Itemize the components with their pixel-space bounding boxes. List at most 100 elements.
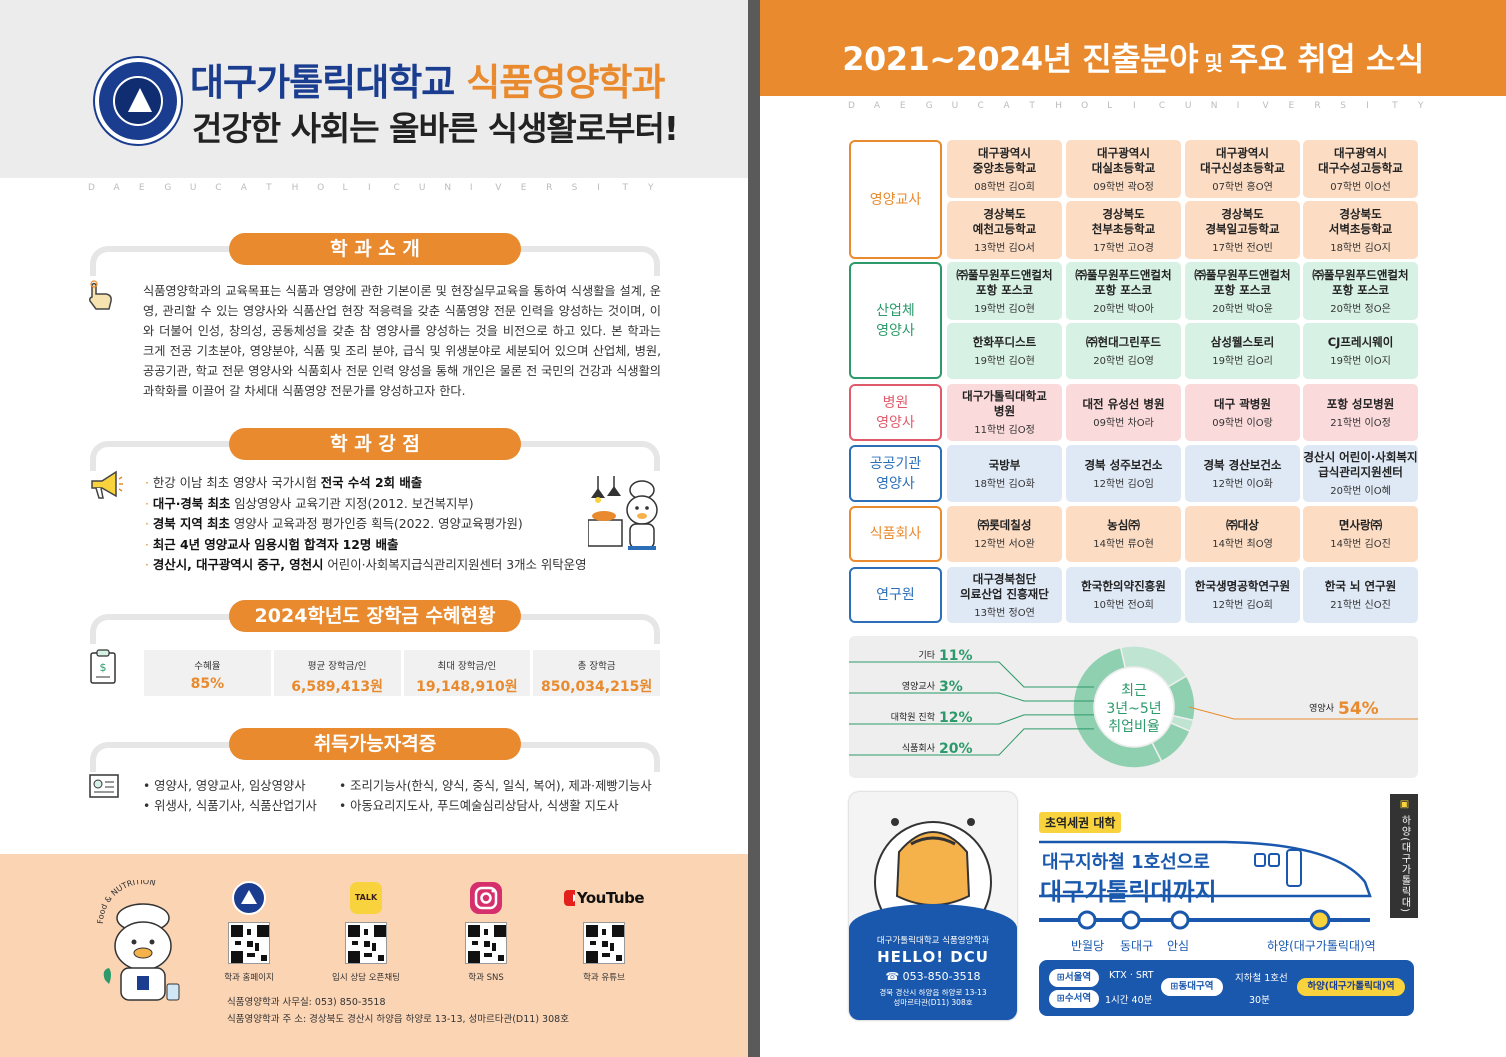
career-org: 대구경북첨단 의료산업 진흥재단 [960,571,1049,601]
station-label: 안심 [1167,939,1190,953]
career-org: 경상북도 서벽초등학교 [1328,206,1393,236]
career-org: CJ프레시웨이 [1327,335,1394,349]
career-person: 07학번 이O선 [1330,181,1391,193]
watermark-letter: O [317,183,325,193]
watermark-letter: D [88,183,95,193]
category-label: 병원 영양사 [849,384,942,441]
strength-highlight: 전국 수석 2회 배출 [320,475,423,490]
office-phone: 식품영양학과 사무실: 053) 850-3518 [227,997,386,1008]
career-org: 삼성웰스토리 [1210,335,1275,349]
career-person: 07학번 홍O연 [1212,181,1273,193]
qr-column[interactable]: TALK 입시 상담 오픈채팅 [326,880,406,983]
youtube-wordmark: YouTube [576,889,645,907]
watermark-letter: E [520,183,527,193]
career-cell: 대구 곽병원 09학번 이O랑 [1185,384,1300,441]
career-cell: 포항 성모병원 21학번 이O정 [1303,384,1418,441]
career-cell: ㈜풀무원푸드앤컬처 포항 포스코 20학번 박O윤 [1185,262,1300,320]
career-cell: 경북 경산보건소 12학번 이O화 [1185,445,1300,502]
qr-code [228,922,270,964]
slice-value: 20% [939,741,973,757]
svg-text:$: $ [100,661,107,674]
career-org: ㈜풀무원푸드앤컬처 포항 포스코 [956,267,1053,297]
watermark-letter: E [1288,101,1295,111]
university-logo [95,58,181,144]
category-label: 공공기관 영양사 [849,445,942,502]
subway-heading-main: 대구가톨릭대까지 [1040,878,1217,906]
watermark-letter: I [1366,101,1369,111]
career-org: 대구광역시 대실초등학교 [1091,145,1156,175]
watermark-letter: C [1158,101,1166,111]
donut-center-text: 3년~5년 [1106,701,1161,717]
pie-slice [1151,721,1191,763]
intro-text: 식품영양학과의 교육목표는 식품과 영양에 관한 기본이론 및 현장실무교육을 … [143,284,661,398]
watermark-letter: O [1081,101,1089,111]
career-cell: 경북 성주보건소 12학번 김O임 [1066,445,1181,502]
slice-label: 영양교사 [902,681,936,692]
career-org: 경북 경산보건소 [1203,457,1282,472]
qr-label: 입시 상담 오픈채팅 [332,973,400,983]
watermark-letter: R [1314,101,1321,111]
right-page: 2021~2024년 진출분야 및 주요 취업 소식 D A E G U C A T H O L I C… [760,0,1506,1057]
slice-value: 3% [939,679,963,695]
career-cell: CJ프레시웨이 19학번 이O지 [1303,323,1418,379]
career-org: ㈜풀무원푸드앤컬처 포항 포스코 [1075,267,1172,297]
career-org: 대구가톨릭대학교 병원 [962,389,1047,418]
career-cell: 대구광역시 대실초등학교 09학번 곽O정 [1066,140,1181,198]
career-cell: 삼성웰스토리 19학번 김O리 [1185,323,1300,379]
career-cell: 대구가톨릭대학교 병원 11학번 김O정 [947,384,1062,441]
watermark-letter: T [1029,101,1035,111]
career-person: 21학번 이O정 [1330,417,1391,429]
watermark-letter: I [597,183,600,193]
career-org: 한국생명공학연구원 [1194,579,1291,593]
section-title-intro: 학 과 소 개 [229,233,521,265]
left-header: 대구가톨릭대학교 식품영양학과 건강한 사회는 올바른 식생활로부터! [0,0,748,178]
watermark-letter: L [1107,101,1113,111]
watermark-letter: T [266,183,272,193]
cert-item: • 영양사, 영양교사, 임상영양사 [143,779,306,793]
career-cell: 한국 뇌 연구원 21학번 신O진 [1303,567,1418,623]
watermark-letter: S [1340,101,1346,111]
watermark-letter: C [393,183,400,193]
stat-value: 19,148,910원 [416,679,518,695]
cert-item: • 조리기능사(한식, 양식, 중식, 일식, 복어), 제과·제빵기능사 [339,779,652,793]
career-cell: ㈜풀무원푸드앤컬처 포항 포스코 20학번 박O아 [1066,262,1181,320]
qr-column[interactable]: 학과 SNS [446,880,526,983]
callout-line [849,692,1094,702]
career-person: 13학번 정O연 [974,607,1035,619]
career-cell: ㈜현대그린푸드 20학번 김O영 [1066,323,1181,379]
career-person: 09학번 이O랑 [1212,417,1273,429]
career-org: ㈜풀무원푸드앤컬처 포항 포스코 [1194,267,1291,297]
watermark-letter: G [925,101,933,111]
career-org: 대전 유성선 병원 [1082,396,1165,411]
watermark-letter: U [418,183,426,193]
career-cell: 국방부 18학번 김O화 [947,445,1062,502]
callout-line [1188,706,1418,720]
qr-column[interactable]: YouTube 학과 유튜브 [564,880,645,983]
career-cell: 경상북도 경북일고등학교 17학번 전O빈 [1185,201,1300,259]
career-person: 12학번 이O화 [1212,478,1273,490]
career-person: 18학번 김O지 [1330,242,1391,254]
qr-label: 학과 홈페이지 [224,973,274,983]
career-cell: ㈜풀무원푸드앤컬처 포항 포스코 20학번 정O은 [1303,262,1418,320]
stat-label: 총 장학금 [577,661,616,672]
hello-dcu-card: 대구가톨릭대학교 식품영양학과 HELLO! DCU ☎ 053-850-351… [849,792,1017,1020]
bullet-dot: · [145,536,153,552]
watermark-letter: A [113,183,120,193]
watermark-letter: T [622,183,629,193]
career-cell: 대전 유성선 병원 09학번 차O라 [1066,384,1181,441]
career-org: 경상북도 예천고등학교 [972,206,1037,236]
watermark-letter: Y [1418,101,1424,111]
career-org: ㈜대상 [1226,518,1259,532]
station-label: 동대구 [1120,939,1154,953]
career-person: 13학번 김O서 [974,242,1035,254]
watermark-letter: G [164,183,172,193]
career-cell: 경상북도 천부초등학교 17학번 고O경 [1066,201,1181,259]
career-person: 19학번 이O지 [1330,356,1391,367]
strength-item: · 경북 지역 최초 영양사 교육과정 평가인증 획득(2022. 영양교육평가… [145,514,615,535]
qr-column[interactable]: 학과 홈페이지 [209,880,289,983]
career-person: 12학번 서O완 [974,539,1035,550]
office-address: 식품영양학과 주 소: 경상북도 경산시 하양읍 하양로 13-13, 성마르타… [227,1014,569,1025]
slice-label: 대학원 진학 [891,712,935,723]
card-address: 경북 경산시 하양읍 하양로 13-13 [879,988,987,997]
